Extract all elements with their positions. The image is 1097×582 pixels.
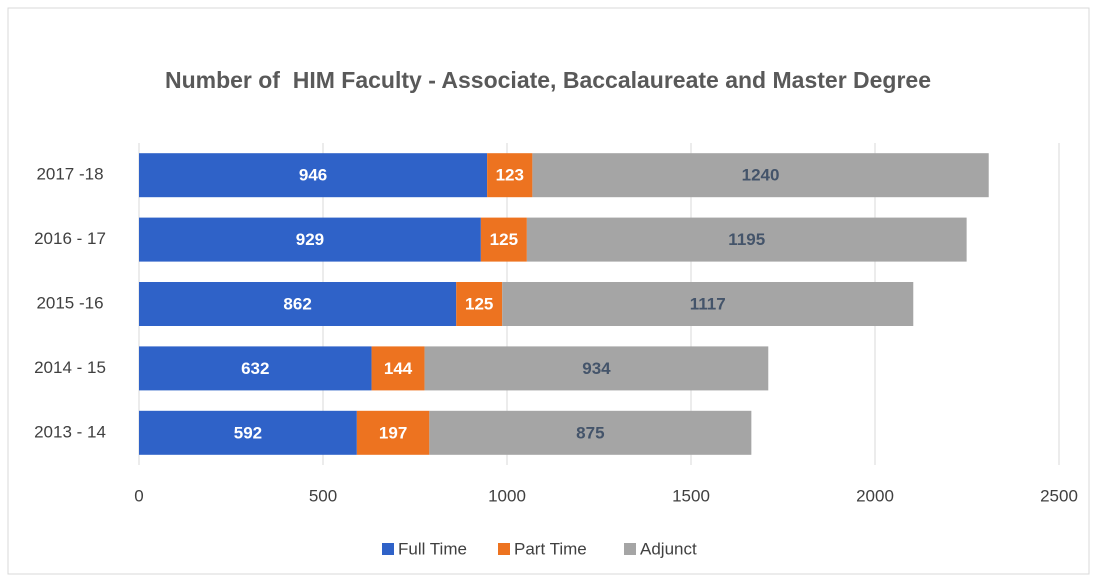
bar-segment <box>502 282 914 326</box>
bar-segment <box>139 217 481 262</box>
bar-segment <box>424 346 769 391</box>
y-tick-label: 2014 - 15 <box>34 358 106 377</box>
x-tick-label: 1500 <box>672 486 710 505</box>
x-tick-label: 1000 <box>488 486 526 505</box>
x-tick-label: 2500 <box>1040 486 1078 505</box>
bar-segment <box>480 217 527 262</box>
x-tick-label: 2000 <box>856 486 894 505</box>
data-label: 144 <box>384 359 413 378</box>
data-label: 632 <box>241 359 269 378</box>
bar-segment <box>139 410 357 455</box>
data-label: 1240 <box>742 166 780 185</box>
data-label: 1195 <box>728 230 765 249</box>
legend-swatch <box>624 543 636 555</box>
chart-title: Number of HIM Faculty - Associate, Bacca… <box>164 67 932 93</box>
bar-segment <box>139 153 488 198</box>
data-label: 197 <box>379 423 407 442</box>
data-label: 1117 <box>690 294 726 313</box>
bar-segment <box>526 217 967 262</box>
bar-segment <box>487 153 533 198</box>
data-label: 125 <box>490 230 518 249</box>
data-label: 862 <box>283 294 311 313</box>
legend-label: Adjunct <box>640 539 697 558</box>
data-label: 946 <box>299 166 327 185</box>
data-label: 929 <box>296 230 324 249</box>
y-tick-label: 2013 - 14 <box>34 422 106 441</box>
bar-segment <box>429 410 752 455</box>
y-tick-label: 2016 - 17 <box>34 229 106 248</box>
data-label: 934 <box>582 359 611 378</box>
bar-segment <box>532 153 989 198</box>
legend-swatch <box>498 543 510 555</box>
y-tick-label: 2015 -16 <box>36 293 103 312</box>
bar-segment <box>356 410 430 455</box>
legend-label: Full Time <box>398 539 467 558</box>
x-tick-label: 500 <box>309 486 337 505</box>
bar-segment <box>456 282 503 326</box>
x-tick-label: 0 <box>134 486 143 505</box>
bar-segment <box>139 282 457 326</box>
bar-segment <box>371 346 425 391</box>
bar-segment <box>139 346 372 391</box>
data-label: 592 <box>234 423 262 442</box>
data-label: 125 <box>465 294 493 313</box>
data-label: 875 <box>576 423 604 442</box>
legend-swatch <box>382 543 394 555</box>
data-label: 123 <box>496 166 524 185</box>
y-tick-label: 2017 -18 <box>36 165 103 184</box>
legend-label: Part Time <box>514 539 587 558</box>
